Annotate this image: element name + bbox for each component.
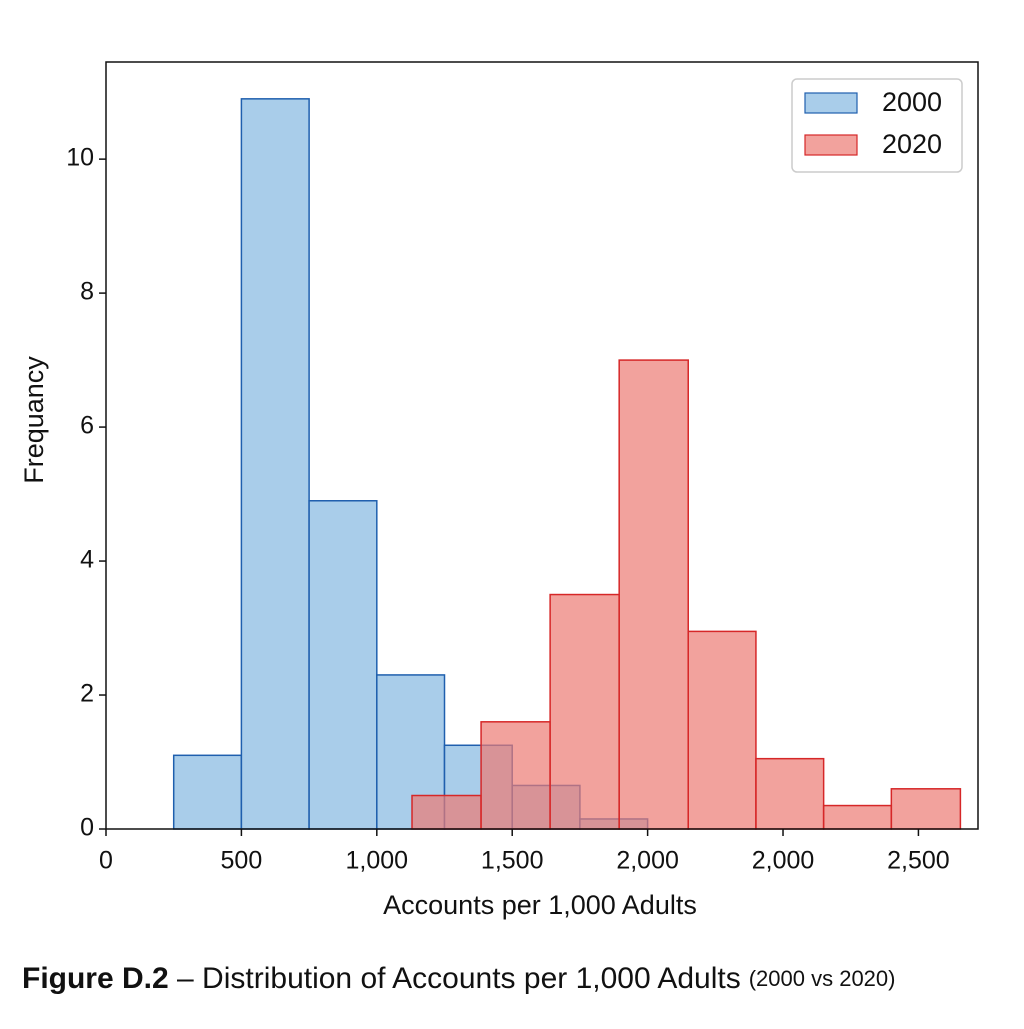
caption-text: – Distribution of Accounts per 1,000 Adu… xyxy=(169,962,741,995)
y-tick-label: 10 xyxy=(66,144,94,172)
legend-swatch xyxy=(804,134,858,156)
x-tick-label: 0 xyxy=(99,847,113,875)
histogram-bar xyxy=(618,359,689,830)
legend-swatch xyxy=(804,92,858,114)
legend-label: 2000 xyxy=(882,87,942,117)
x-tick-label: 2,500 xyxy=(887,847,950,875)
plot-frame xyxy=(105,61,979,830)
caption: Figure D.2 – Distribution of Accounts pe… xyxy=(22,962,895,995)
histogram-bar xyxy=(755,757,825,830)
y-axis-label: Frequancy xyxy=(19,356,49,484)
x-tick-label: 1,500 xyxy=(481,847,544,875)
y-tick-label: 0 xyxy=(80,814,94,842)
histogram-bar xyxy=(240,98,310,830)
x-axis-label: Accounts per 1,000 Adults xyxy=(383,890,697,920)
x-tick-label: 2,000 xyxy=(752,847,815,875)
x-tick-label: 500 xyxy=(221,847,263,875)
histogram-bar xyxy=(411,794,482,830)
caption-note: (2000 vs 2020) xyxy=(749,966,896,991)
histogram-bar xyxy=(687,630,757,830)
y-tick-label: 2 xyxy=(80,680,94,708)
histogram-bar xyxy=(172,754,243,830)
y-tick-label: 8 xyxy=(80,278,94,306)
histogram-bar xyxy=(822,804,893,830)
histogram-bar xyxy=(549,593,620,830)
histogram-bar xyxy=(890,788,962,830)
histogram-bar xyxy=(480,721,551,830)
histogram-bar xyxy=(308,500,378,830)
y-tick-label: 6 xyxy=(80,412,94,440)
x-tick-label: 1,000 xyxy=(346,847,409,875)
legend-label: 2020 xyxy=(882,129,942,159)
caption-label: Figure D.2 xyxy=(22,962,169,995)
x-tick-label: 2,000 xyxy=(616,847,679,875)
y-tick-label: 4 xyxy=(80,546,94,574)
